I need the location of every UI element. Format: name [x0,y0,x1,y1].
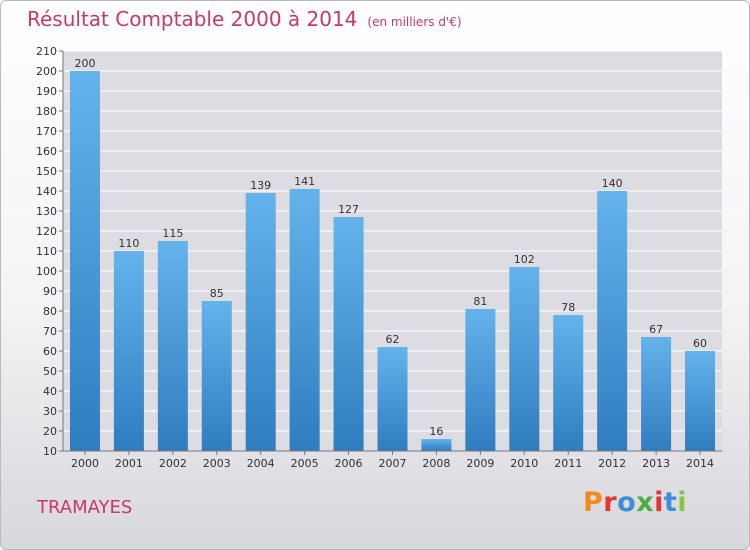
logo-letter: o [617,487,637,518]
x-tick-label-2000: 2000 [71,457,99,470]
y-tick-label: 200 [36,65,57,78]
value-label-2002: 115 [162,227,183,240]
logo-letter: r [603,487,618,518]
bar-2014 [685,351,716,451]
x-tick-label-2010: 2010 [510,457,538,470]
x-tick-label-2009: 2009 [466,457,494,470]
y-tick-label: 140 [36,185,57,198]
value-label-2009: 81 [473,295,487,308]
value-label-2011: 78 [561,301,575,314]
y-tick-label: 60 [43,345,57,358]
value-label-2007: 62 [386,333,400,346]
y-tick-label: 100 [36,265,57,278]
y-tick-label: 90 [43,285,57,298]
value-label-2000: 200 [74,57,95,70]
value-label-2001: 110 [118,237,139,250]
bar-2006 [333,217,364,451]
bar-2013 [641,337,672,451]
y-tick-label: 120 [36,225,57,238]
y-tick-label: 110 [36,245,57,258]
value-label-2006: 127 [338,203,359,216]
y-tick-label: 150 [36,165,57,178]
y-tick-label: 70 [43,325,57,338]
commune-name: TRAMAYES [37,497,133,518]
value-label-2010: 102 [514,253,535,266]
bar-2002 [157,241,188,451]
bar-2004 [245,193,276,451]
bar-2009 [465,309,496,451]
bars-group: 200 110 115 85 139 141 127 62 16 81 102 78 140 67 60 [69,57,716,451]
proxiti-logo: Proxiti [583,487,687,518]
y-axis: 10 20 30 40 50 60 70 80 90 100 110 120 130 140 150 160 1… [36,45,64,458]
x-tick-label-2006: 2006 [335,457,363,470]
logo-letter: t [663,487,678,518]
value-label-2005: 141 [294,175,315,188]
bar-2008 [421,439,452,451]
bar-2007 [377,347,408,451]
x-tick-label-2005: 2005 [291,457,319,470]
y-tick-label: 80 [43,305,57,318]
chart-title: Résultat Comptable 2000 à 2014 (en millie… [27,7,462,31]
bar-2005 [289,189,320,451]
bar-2011 [553,315,584,451]
y-tick-label: 10 [43,445,57,458]
x-tick-label-2013: 2013 [642,457,670,470]
bar-2003 [201,301,232,451]
value-label-2013: 67 [649,323,663,336]
bar-2000 [69,71,100,451]
value-label-2004: 139 [250,179,271,192]
bar-2010 [509,267,540,451]
y-tick-label: 50 [43,365,57,378]
y-tick-label: 170 [36,125,57,138]
value-label-2012: 140 [602,177,623,190]
bar-2001 [113,251,144,451]
y-tick-label: 40 [43,385,57,398]
x-tick-label-2008: 2008 [422,457,450,470]
chart-title-text: Résultat Comptable 2000 à 2014 [27,7,358,31]
x-tick-label-2011: 2011 [554,457,582,470]
y-tick-label: 20 [43,425,57,438]
value-label-2003: 85 [210,287,224,300]
x-tick-label-2014: 2014 [686,457,714,470]
y-tick-label: 30 [43,405,57,418]
bar-2012 [597,191,628,451]
x-tick-label-2004: 2004 [247,457,275,470]
logo-letter: x [636,487,655,518]
y-tick-label: 190 [36,85,57,98]
x-axis: 2000 2001 2002 2003 2004 2005 2006 2007 2008 2009… [63,450,722,470]
x-tick-label-2007: 2007 [379,457,407,470]
y-tick-label: 180 [36,105,57,118]
logo-letter: P [583,487,604,518]
y-tick-label: 210 [36,45,57,58]
x-tick-label-2012: 2012 [598,457,626,470]
x-tick-label-2003: 2003 [203,457,231,470]
y-tick-label: 130 [36,205,57,218]
logo-letter: i [654,487,664,518]
y-tick-label: 160 [36,145,57,158]
logo-letter: i [677,487,688,518]
value-label-2008: 16 [429,425,443,438]
value-label-2014: 60 [693,337,707,350]
x-tick-label-2002: 2002 [159,457,187,470]
chart-unit: (en milliers d'€) [367,15,462,29]
x-tick-label-2001: 2001 [115,457,143,470]
